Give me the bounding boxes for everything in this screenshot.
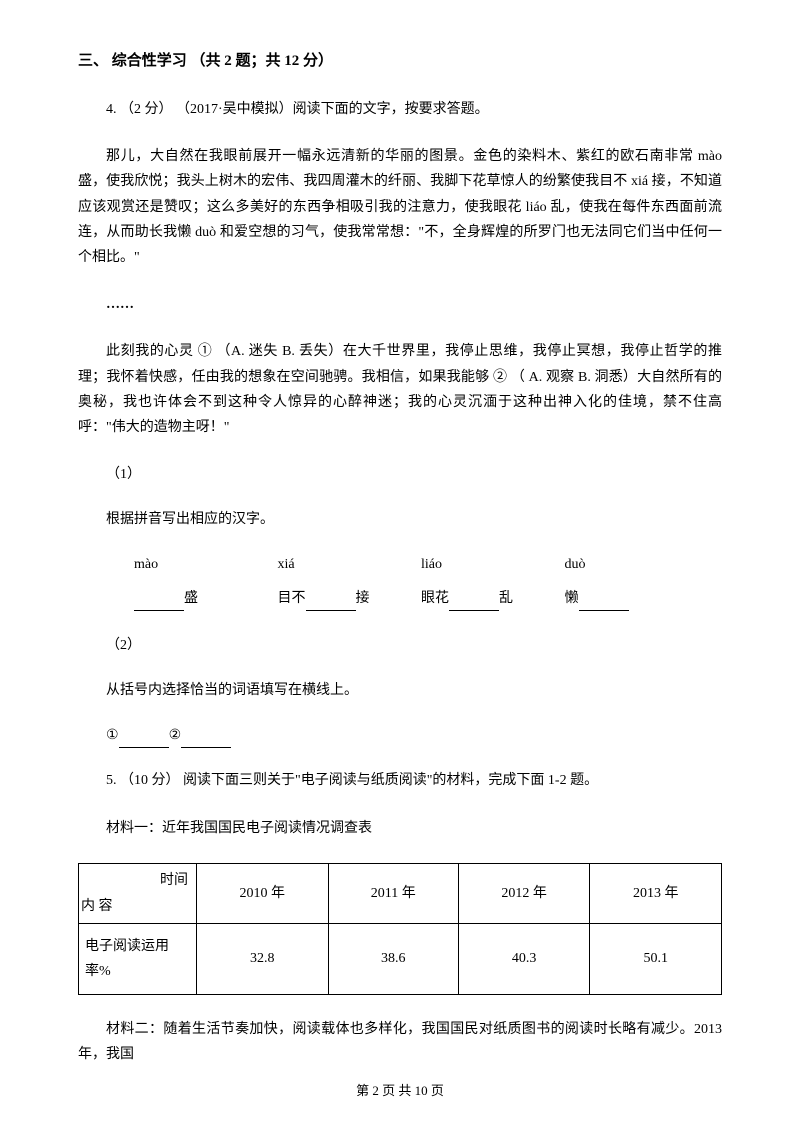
q4-ellipsis: …… [78, 292, 722, 317]
table-col-1: 2010 年 [197, 863, 329, 923]
q4-paragraph-1: 那儿，大自然在我眼前展开一幅永远清新的华丽的图景。金色的染料木、紫红的欧石南非常… [78, 144, 722, 270]
blank-prefix-2: 目不 [278, 591, 306, 606]
table-val-1: 32.8 [197, 923, 329, 994]
q4-header: 4. （2 分） （2017·吴中模拟）阅读下面的文字，按要求答题。 [78, 97, 722, 122]
pinyin-row: mào xiá liáo duò [78, 552, 722, 577]
survey-table: 时间 内 容 2010 年 2011 年 2012 年 2013 年 电子阅读运… [78, 863, 722, 995]
table-val-4: 50.1 [590, 923, 722, 994]
q4-sub1-text: 根据拼音写出相应的汉字。 [78, 507, 722, 532]
blank-suffix-3: 乱 [499, 591, 513, 606]
choice-blank-2[interactable] [181, 732, 231, 749]
table-val-2: 38.6 [328, 923, 458, 994]
blank-input-2[interactable] [306, 594, 356, 611]
pinyin-3: liáo [393, 552, 533, 577]
blank-3: 眼花 乱 [393, 586, 533, 611]
pinyin-4: duò [537, 552, 677, 577]
page-footer: 第 2 页 共 10 页 [0, 1079, 800, 1102]
diag-top: 时间 [160, 868, 188, 893]
table-diag-cell: 时间 内 容 [79, 863, 197, 923]
table-col-2: 2011 年 [328, 863, 458, 923]
blank-prefix-3: 眼花 [421, 591, 449, 606]
q4-sub1-label: （1） [78, 462, 722, 487]
q5-header: 5. （10 分） 阅读下面三则关于"电子阅读与纸质阅读"的材料，完成下面 1-… [78, 768, 722, 793]
pinyin-2: xiá [250, 552, 390, 577]
table-row: 电子阅读运用率% 32.8 38.6 40.3 50.1 [79, 923, 722, 994]
blank-4: 懒 [537, 586, 677, 611]
blank-row: 盛 目不 接 眼花 乱 懒 [78, 586, 722, 611]
diag-bot: 内 容 [81, 894, 113, 919]
table-val-3: 40.3 [458, 923, 590, 994]
q5-mat2-text: 材料二：随着生活节奏加快，阅读载体也多样化，我国国民对纸质图书的阅读时长略有减少… [78, 1017, 722, 1067]
blank-input-4[interactable] [579, 594, 629, 611]
q4-sub2-label: （2） [78, 633, 722, 658]
table-row: 时间 内 容 2010 年 2011 年 2012 年 2013 年 [79, 863, 722, 923]
choice-blank-1[interactable] [119, 732, 169, 749]
q4-sub2-text: 从括号内选择恰当的词语填写在横线上。 [78, 678, 722, 703]
q5-mat1-label: 材料一：近年我国国民电子阅读情况调查表 [78, 816, 722, 841]
pinyin-1: mào [106, 552, 246, 577]
table-col-3: 2012 年 [458, 863, 590, 923]
blank-2: 目不 接 [250, 586, 390, 611]
blank-suffix-1: 盛 [184, 591, 198, 606]
blank-prefix-4: 懒 [565, 591, 579, 606]
section-title: 三、 综合性学习 （共 2 题；共 12 分） [78, 48, 722, 75]
blank-suffix-2: 接 [356, 591, 370, 606]
q4-choice-line: ①② [78, 723, 722, 748]
table-row-label: 电子阅读运用率% [79, 923, 197, 994]
q4-paragraph-2: 此刻我的心灵 ① （A. 迷失 B. 丢失）在大千世界里，我停止思维，我停止冥想… [78, 339, 722, 440]
table-col-4: 2013 年 [590, 863, 722, 923]
blank-1: 盛 [106, 586, 246, 611]
blank-input-1[interactable] [134, 594, 184, 611]
blank-input-3[interactable] [449, 594, 499, 611]
